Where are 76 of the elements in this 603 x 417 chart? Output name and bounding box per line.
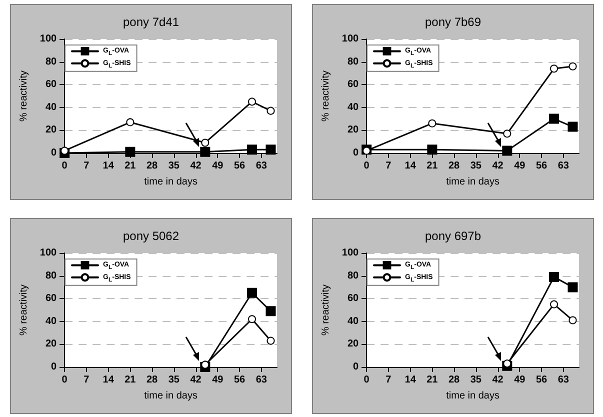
x-tick-label: 28 <box>448 374 460 386</box>
y-tick-label: 0 <box>51 362 58 372</box>
y-tick-label: 40 <box>347 102 360 113</box>
y-tick-label: 100 <box>40 248 58 258</box>
x-tick-label: 14 <box>404 374 416 386</box>
x-tick-label: 49 <box>212 374 224 386</box>
x-axis-title: time in days <box>446 390 500 402</box>
x-tick-label: 63 <box>256 374 268 386</box>
x-axis-title: time in days <box>144 390 198 402</box>
x-tick-label: 14 <box>102 374 114 386</box>
x-axis-title: time in days <box>446 176 500 188</box>
x-tick-label: 28 <box>448 160 460 172</box>
y-axis-title: % reactivity <box>18 284 30 336</box>
y-tick-label: 20 <box>45 338 58 350</box>
x-tick-label: 49 <box>514 160 526 172</box>
x-tick-label: 42 <box>492 374 504 386</box>
x-tick-label: 14 <box>404 160 416 172</box>
y-tick-label: 40 <box>45 316 58 327</box>
y-tick-label: 100 <box>40 34 58 44</box>
y-tick-label: 80 <box>45 56 58 68</box>
x-tick-label: 14 <box>102 160 114 172</box>
y-tick-label: 80 <box>45 270 58 282</box>
x-tick-label: 63 <box>558 160 570 172</box>
x-tick-label: 0 <box>364 374 370 386</box>
x-tick-label: 28 <box>146 374 158 386</box>
y-tick-label: 40 <box>347 316 360 327</box>
y-tick-label: 60 <box>45 293 58 304</box>
x-tick-label: 28 <box>146 160 158 172</box>
x-tick-label: 7 <box>386 374 392 386</box>
y-tick-label: 20 <box>347 338 360 350</box>
y-tick-label: 0 <box>51 148 58 158</box>
x-tick-label: 56 <box>234 374 246 386</box>
y-tick-label: 100 <box>342 34 360 44</box>
x-tick-label: 49 <box>212 160 224 172</box>
chart-title: pony 7b69 <box>424 15 482 29</box>
y-tick-label: 100 <box>342 248 360 258</box>
y-tick-label: 80 <box>347 270 360 282</box>
y-tick-label: 20 <box>45 124 58 136</box>
chart-title: pony 7d41 <box>122 15 180 29</box>
x-tick-label: 56 <box>536 160 548 172</box>
y-axis-title: % reactivity <box>18 70 30 122</box>
x-tick-label: 21 <box>124 374 136 386</box>
x-tick-label: 35 <box>168 160 180 172</box>
x-tick-label: 21 <box>124 160 136 172</box>
y-tick-label: 0 <box>353 148 360 158</box>
x-tick-label: 63 <box>256 160 268 172</box>
x-tick-label: 21 <box>426 160 438 172</box>
x-tick-label: 35 <box>470 160 482 172</box>
x-tick-label: 7 <box>84 160 90 172</box>
y-axis-title: % reactivity <box>320 284 332 336</box>
y-tick-label: 60 <box>45 79 58 90</box>
x-tick-label: 0 <box>364 160 370 172</box>
x-tick-label: 49 <box>514 374 526 386</box>
chart-title: pony 5062 <box>122 229 180 243</box>
x-axis-title: time in days <box>144 176 198 188</box>
x-tick-label: 0 <box>62 160 68 172</box>
x-tick-label: 35 <box>470 374 482 386</box>
x-tick-label: 42 <box>492 160 504 172</box>
x-tick-label: 21 <box>426 374 438 386</box>
y-tick-label: 80 <box>347 56 360 68</box>
x-tick-label: 0 <box>62 374 68 386</box>
y-tick-label: 60 <box>347 79 360 90</box>
y-axis-title: % reactivity <box>320 70 332 122</box>
x-tick-label: 63 <box>558 374 570 386</box>
chart-title: pony 697b <box>424 229 482 243</box>
y-tick-label: 20 <box>347 124 360 136</box>
x-tick-label: 56 <box>536 374 548 386</box>
y-tick-label: 40 <box>45 102 58 113</box>
x-tick-label: 7 <box>386 160 392 172</box>
x-tick-label: 35 <box>168 374 180 386</box>
y-tick-label: 0 <box>353 362 360 372</box>
x-tick-label: 42 <box>190 160 202 172</box>
y-tick-label: 60 <box>347 293 360 304</box>
x-tick-label: 42 <box>190 374 202 386</box>
x-tick-label: 56 <box>234 160 246 172</box>
x-tick-label: 7 <box>84 374 90 386</box>
